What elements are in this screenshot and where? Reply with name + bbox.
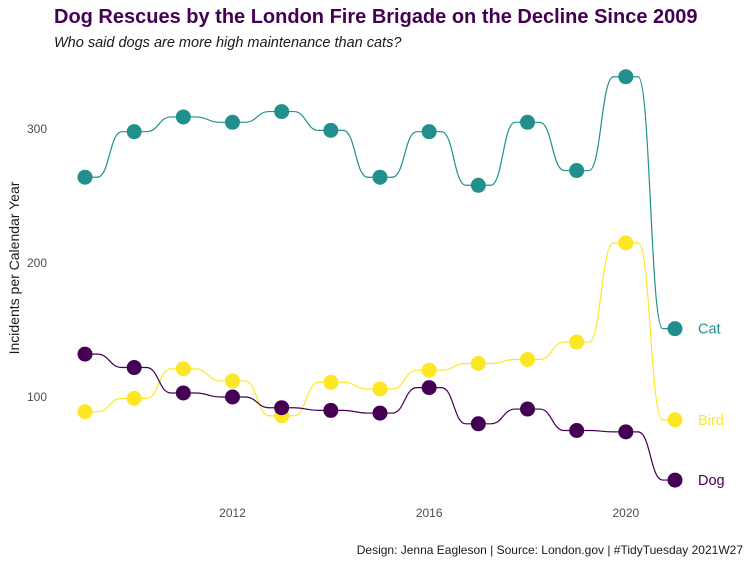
- series-label-dog: Dog: [698, 473, 725, 489]
- data-point-dog: [126, 360, 142, 376]
- data-point-cat: [520, 114, 535, 130]
- x-tick-label: 2020: [612, 506, 639, 520]
- data-point-dog: [569, 423, 585, 438]
- data-point-bird: [372, 381, 388, 397]
- data-point-bird: [77, 404, 93, 420]
- chart-subtitle: Who said dogs are more high maintenance …: [54, 35, 402, 51]
- y-axis-label: Incidents per Calendar Year: [6, 181, 22, 354]
- data-point-cat: [618, 69, 634, 85]
- data-point-bird: [520, 351, 535, 367]
- data-point-dog: [421, 380, 437, 396]
- data-point-cat: [323, 122, 339, 138]
- y-axis-ticks: 100 200 300: [27, 122, 47, 404]
- series-points: [77, 69, 683, 488]
- data-point-dog: [175, 385, 191, 401]
- data-point-cat: [470, 177, 486, 193]
- data-point-cat: [569, 163, 585, 179]
- data-point-bird: [667, 412, 683, 428]
- x-axis-ticks: 2012 2016 2020: [219, 506, 639, 520]
- data-point-cat: [421, 124, 437, 140]
- data-point-bird: [126, 390, 142, 406]
- y-tick-label: 200: [27, 256, 47, 270]
- x-tick-label: 2012: [219, 506, 246, 520]
- data-point-bird: [421, 362, 437, 378]
- data-point-cat: [667, 321, 683, 337]
- series-labels: Cat Bird Dog: [698, 322, 725, 489]
- data-point-cat: [175, 109, 191, 125]
- data-point-cat: [274, 104, 290, 120]
- data-point-dog: [667, 472, 683, 488]
- data-point-dog: [372, 405, 388, 421]
- series-label-bird: Bird: [698, 413, 724, 429]
- data-point-dog: [470, 416, 486, 432]
- data-point-dog: [618, 424, 634, 440]
- data-point-bird: [618, 235, 634, 251]
- caption: Design: Jenna Eagleson | Source: London.…: [356, 543, 743, 557]
- data-point-dog: [323, 402, 339, 418]
- x-tick-label: 2016: [416, 506, 443, 520]
- data-point-dog: [520, 401, 535, 417]
- data-point-bird: [470, 356, 486, 371]
- y-tick-label: 100: [27, 390, 47, 404]
- data-point-cat: [372, 169, 388, 185]
- series-label-cat: Cat: [698, 322, 721, 338]
- y-tick-label: 300: [27, 122, 47, 136]
- series-line-cat: [85, 76, 675, 330]
- data-point-bird: [225, 373, 240, 389]
- data-point-cat: [77, 169, 93, 185]
- data-point-dog: [77, 346, 93, 362]
- data-point-bird: [175, 361, 191, 377]
- data-point-bird: [323, 374, 339, 390]
- data-point-bird: [569, 334, 585, 350]
- data-point-dog: [274, 400, 290, 416]
- data-point-cat: [126, 124, 142, 140]
- chart-title: Dog Rescues by the London Fire Brigade o…: [54, 6, 698, 28]
- series-line-bird: [85, 242, 675, 421]
- data-point-cat: [225, 114, 240, 130]
- data-point-dog: [225, 389, 240, 405]
